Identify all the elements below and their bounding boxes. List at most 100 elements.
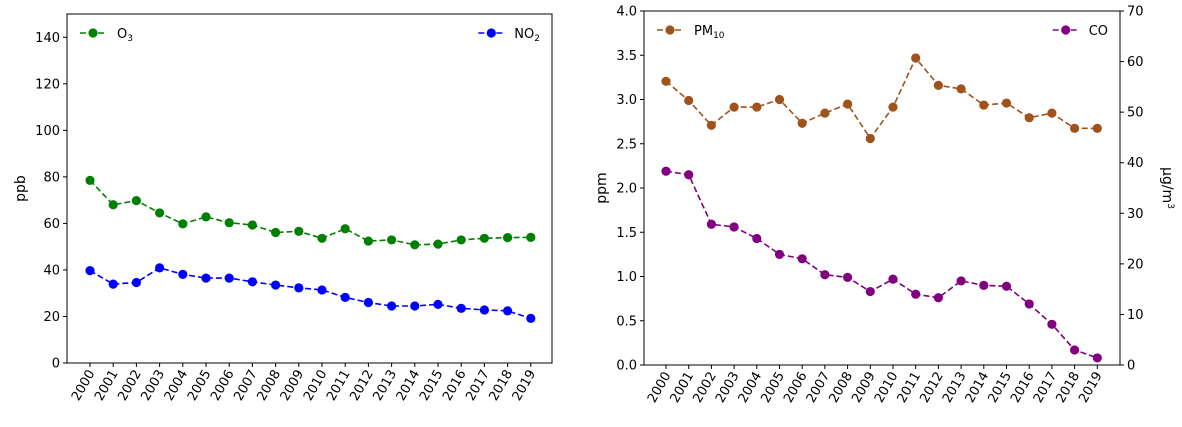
y-tick-label: 0 [52, 357, 60, 372]
y2-tick-label: 40 [1127, 156, 1144, 171]
data-point [933, 80, 944, 90]
data-point [888, 102, 898, 112]
data-point [684, 170, 694, 180]
chart-1: 0204060801001201402000200120022003200420… [13, 13, 553, 404]
data-point [752, 233, 762, 244]
legend-marker [665, 25, 675, 35]
data-point [729, 222, 739, 232]
data-point [797, 118, 807, 128]
data-point [843, 99, 853, 109]
y2-tick-label: 60 [1127, 55, 1144, 70]
y2-tick-label: 50 [1127, 106, 1144, 121]
y2-tick-label: 20 [1127, 257, 1144, 272]
data-point [201, 273, 211, 283]
data-point [433, 299, 443, 309]
data-point [820, 270, 830, 280]
data-point [224, 218, 234, 228]
data-point [317, 233, 327, 243]
data-point [294, 283, 304, 293]
series-line [665, 170, 1098, 359]
legend-marker [486, 28, 496, 38]
data-point [85, 175, 95, 185]
data-point [1024, 113, 1034, 123]
y-tick-label: 2.5 [616, 137, 637, 152]
data-point [433, 239, 443, 249]
data-point [1047, 319, 1057, 329]
y-tick-label: 80 [43, 170, 60, 185]
data-point [503, 232, 513, 243]
data-point [178, 269, 188, 279]
y-axis-label: ppm [594, 172, 610, 203]
y2-tick-label: 0 [1127, 359, 1135, 374]
data-point [979, 100, 989, 110]
chart-2: 0.0 0.5 1.0 1.5 2.0 2.5 3.0 3.5 4.0 0 10 20 30 40 50 60… [594, 5, 1175, 406]
y-tick-label: 0.5 [616, 314, 637, 329]
y-tick-label: 100 [35, 124, 60, 139]
y-tick-label: 140 [35, 31, 60, 46]
data-point [503, 306, 513, 316]
data-point [888, 274, 898, 284]
plot-frame [66, 13, 553, 364]
data-point [729, 102, 739, 112]
data-point [865, 133, 875, 144]
data-point [1070, 123, 1080, 133]
y-tick-label: 4.0 [616, 5, 637, 20]
data-point [979, 280, 989, 290]
data-point [933, 293, 944, 303]
y2-tick-label: 10 [1127, 308, 1144, 323]
data-point [956, 84, 966, 94]
data-point [661, 76, 671, 86]
data-point [108, 279, 118, 289]
data-point [752, 102, 762, 112]
data-point [956, 276, 966, 286]
data-point [706, 120, 717, 130]
data-point [363, 297, 373, 308]
data-point [456, 235, 466, 245]
y-tick-label: 120 [35, 77, 60, 92]
data-point [387, 301, 397, 311]
y-tick-label: 60 [43, 217, 60, 232]
data-point [911, 53, 921, 63]
data-point [340, 292, 350, 302]
data-point [865, 286, 875, 297]
series-line [665, 56, 1098, 140]
data-point [410, 240, 420, 250]
data-point [774, 249, 785, 259]
y-tick-label: 3.0 [616, 93, 637, 108]
legend-label: PM10 [694, 24, 725, 41]
data-point [684, 95, 694, 106]
series-o3: O3 [80, 27, 536, 250]
y-axis-label: ppb [13, 175, 29, 202]
x-tick-label: 2019 [510, 368, 540, 404]
y-tick-label: 20 [43, 310, 60, 325]
data-point [706, 219, 717, 229]
data-point [85, 266, 95, 276]
data-point [661, 166, 671, 176]
data-point [1070, 345, 1080, 355]
series-no2: NO2 [85, 27, 540, 323]
data-point [108, 200, 118, 210]
data-point [317, 285, 327, 295]
y2-tick-label: 70 [1127, 5, 1144, 20]
data-point [820, 108, 830, 118]
data-point [224, 273, 234, 283]
legend-label: NO2 [514, 27, 540, 44]
data-point [843, 272, 853, 282]
data-point [526, 232, 536, 242]
data-point [1092, 353, 1102, 363]
plot-frame [643, 10, 1121, 366]
data-point [155, 208, 165, 218]
data-point [131, 195, 141, 206]
y-tick-label: 1.0 [616, 270, 637, 285]
data-point [247, 220, 257, 230]
legend-label: CO [1089, 24, 1108, 39]
y2-tick-label: 30 [1127, 207, 1144, 222]
data-point [131, 277, 141, 288]
data-point [1001, 98, 1012, 108]
y-tick-label: 0.0 [616, 359, 637, 374]
data-point [1092, 123, 1102, 133]
data-point [774, 94, 785, 105]
data-point [797, 254, 807, 264]
series-pm10: PM10 [657, 24, 1102, 144]
